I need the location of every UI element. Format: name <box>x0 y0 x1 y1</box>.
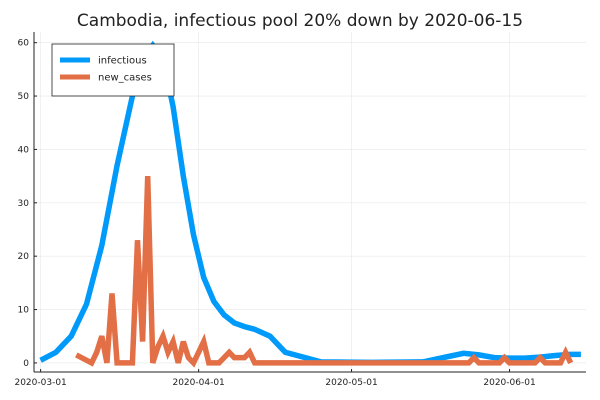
series-lines <box>39 40 581 368</box>
x-tick-label: 2020-03-01 <box>14 378 66 388</box>
legend: infectious new_cases <box>51 43 175 97</box>
y-tick-label: 50 <box>18 92 30 102</box>
y-tick-label: 0 <box>23 359 29 369</box>
axes: 0 10 20 30 40 50 60 2020-03-01 2020-04-01 2020-05… <box>14 32 586 388</box>
y-tick-label: 60 <box>18 39 30 49</box>
legend-label: infectious <box>98 56 147 67</box>
y-tick-label: 20 <box>18 252 30 262</box>
y-tick-label: 40 <box>18 145 30 155</box>
x-tick-label: 2020-06-01 <box>483 378 535 388</box>
x-tick-label: 2020-05-01 <box>325 378 377 388</box>
legend-label: new_cases <box>98 73 152 84</box>
series-line-new-cases <box>75 176 574 368</box>
y-tick-label: 30 <box>18 199 30 209</box>
x-tick-label: 2020-04-01 <box>172 378 224 388</box>
chart-title: Cambodia, infectious pool 20% down by 20… <box>77 11 523 31</box>
y-tick-label: 10 <box>18 306 30 316</box>
legend-box <box>51 43 175 97</box>
